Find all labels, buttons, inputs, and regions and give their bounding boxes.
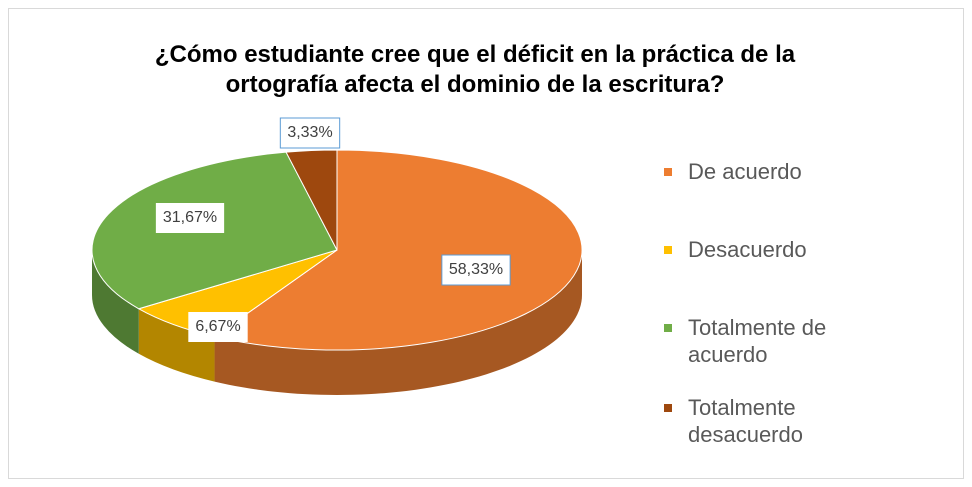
pie-slice	[213, 149, 583, 351]
data-label-box	[441, 254, 511, 286]
chart-border	[8, 8, 964, 479]
legend-label: Totalmente de acuerdo	[688, 315, 827, 367]
chart-title: ¿Cómo estudiante cree que el déficit en …	[154, 41, 796, 98]
legend-swatch	[664, 324, 672, 332]
legend-item: Desacuerdo	[664, 236, 864, 263]
data-label-box	[279, 117, 341, 149]
pie-slice	[285, 149, 338, 251]
legend-item: Totalmente desacuerdo	[664, 394, 864, 448]
legend-swatch	[664, 404, 672, 412]
legend-label: Totalmente desacuerdo	[688, 395, 803, 447]
data-label-box	[155, 203, 225, 233]
legend-label: De acuerdo	[688, 159, 802, 184]
legend-swatch	[664, 168, 672, 176]
legend-label: Desacuerdo	[688, 237, 807, 262]
pie-side	[138, 308, 215, 382]
legend-item: De acuerdo	[664, 158, 864, 185]
legend-swatch	[664, 246, 672, 254]
data-label: 6,67%	[195, 318, 240, 335]
pie-side	[214, 250, 582, 395]
legend-item: Totalmente de acuerdo	[664, 314, 864, 368]
pie-side	[92, 250, 139, 354]
data-label: 58,33%	[449, 261, 503, 278]
data-label-box	[188, 312, 248, 342]
data-label: 3,33%	[287, 124, 332, 141]
data-label: 31,67%	[163, 209, 217, 226]
